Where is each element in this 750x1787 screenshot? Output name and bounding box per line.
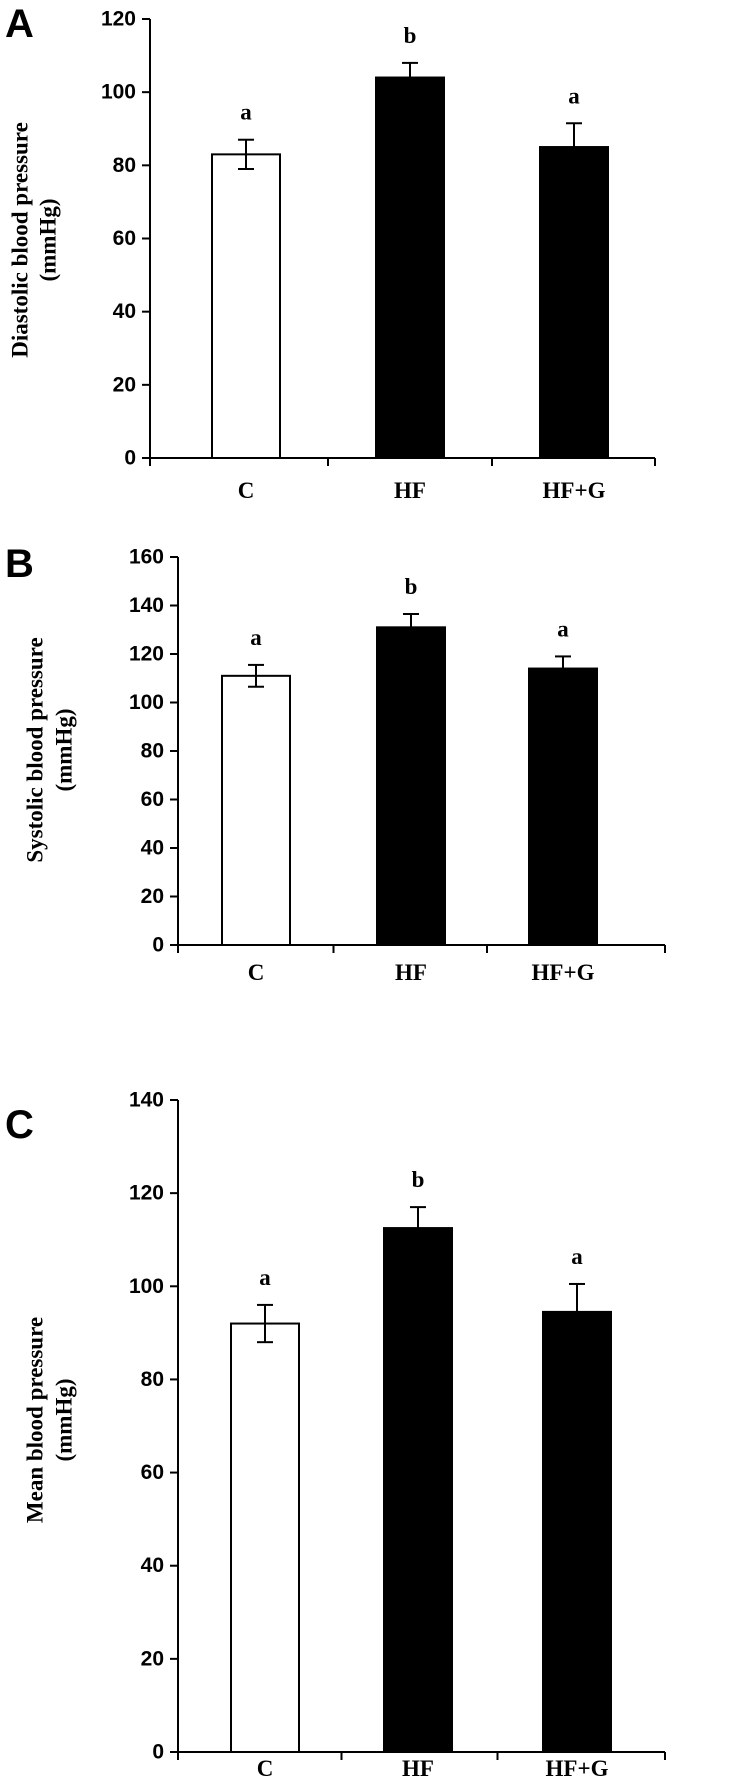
y-tick-label: 100 [129,1275,164,1298]
y-tick-label: 80 [141,740,164,763]
category-label: C [257,1756,274,1781]
y-tick-label: 160 [129,546,164,569]
y-axis-unit: (mmHg) [51,708,76,791]
bar-hf [383,1227,453,1753]
chart-panel-b: B Systolic blood pressure (mmHg) 0 20 40 60 80 1… [5,542,666,985]
bar-c [221,674,291,946]
panel-letter: A [5,2,34,46]
significance-label: a [259,1265,271,1290]
y-tick-label: 140 [129,1089,164,1112]
category-label: HF+G [532,960,595,985]
significance-label: b [405,574,418,599]
bar-hf [376,626,446,946]
y-axis-title: Diastolic blood pressure [7,122,32,358]
y-tick-label: 120 [129,643,164,666]
y-tick-label: 20 [113,373,136,396]
significance-label: b [404,23,417,48]
significance-label: a [571,1244,583,1269]
y-tick-label: 60 [141,788,164,811]
bar-hf [375,76,445,460]
bar-c [211,153,281,459]
y-tick-label: 100 [129,691,164,714]
category-label: C [238,478,255,503]
bar-hf-plus-g [542,1310,612,1754]
bar-hf-plus-g [528,667,598,946]
significance-label: a [557,616,569,641]
chart-panel-a: A Diastolic blood pressure (mmHg) 0 20 40 60 80… [5,2,656,503]
panel-letter: C [5,1103,34,1147]
significance-label: a [240,100,252,125]
y-tick-label: 120 [101,8,136,31]
y-tick-label: 140 [129,594,164,617]
chart-panel-c: C Mean blood pressure (mmHg) 0 20 40 60 80 100 12… [5,1089,666,1781]
category-label: HF+G [546,1756,609,1781]
panel-letter: B [5,542,34,586]
y-tick-label: 20 [141,1647,164,1670]
y-tick-label: 40 [141,837,164,860]
category-label: HF [394,478,426,503]
y-tick-label: 40 [113,300,136,323]
y-tick-label: 40 [141,1554,164,1577]
y-tick-label: 0 [152,1741,164,1764]
category-label: HF [402,1756,434,1781]
y-tick-label: 60 [141,1461,164,1484]
significance-label: b [412,1167,425,1192]
significance-label: a [250,625,262,650]
y-tick-label: 100 [101,81,136,104]
category-label: HF+G [543,478,606,503]
category-label: C [248,960,265,985]
y-tick-label: 0 [152,934,164,957]
y-axis-unit: (mmHg) [35,198,60,281]
y-axis-title: Systolic blood pressure [22,637,47,862]
significance-label: a [568,83,580,108]
y-axis-unit: (mmHg) [51,1378,76,1461]
y-tick-label: 20 [141,885,164,908]
y-tick-label: 0 [124,447,136,470]
bar-hf-plus-g [539,146,609,460]
y-tick-label: 80 [113,154,136,177]
y-tick-label: 60 [113,227,136,250]
y-axis-title: Mean blood pressure [22,1317,47,1523]
bar-c [230,1322,300,1753]
y-tick-label: 120 [129,1182,164,1205]
y-tick-label: 80 [141,1368,164,1391]
category-label: HF [395,960,427,985]
